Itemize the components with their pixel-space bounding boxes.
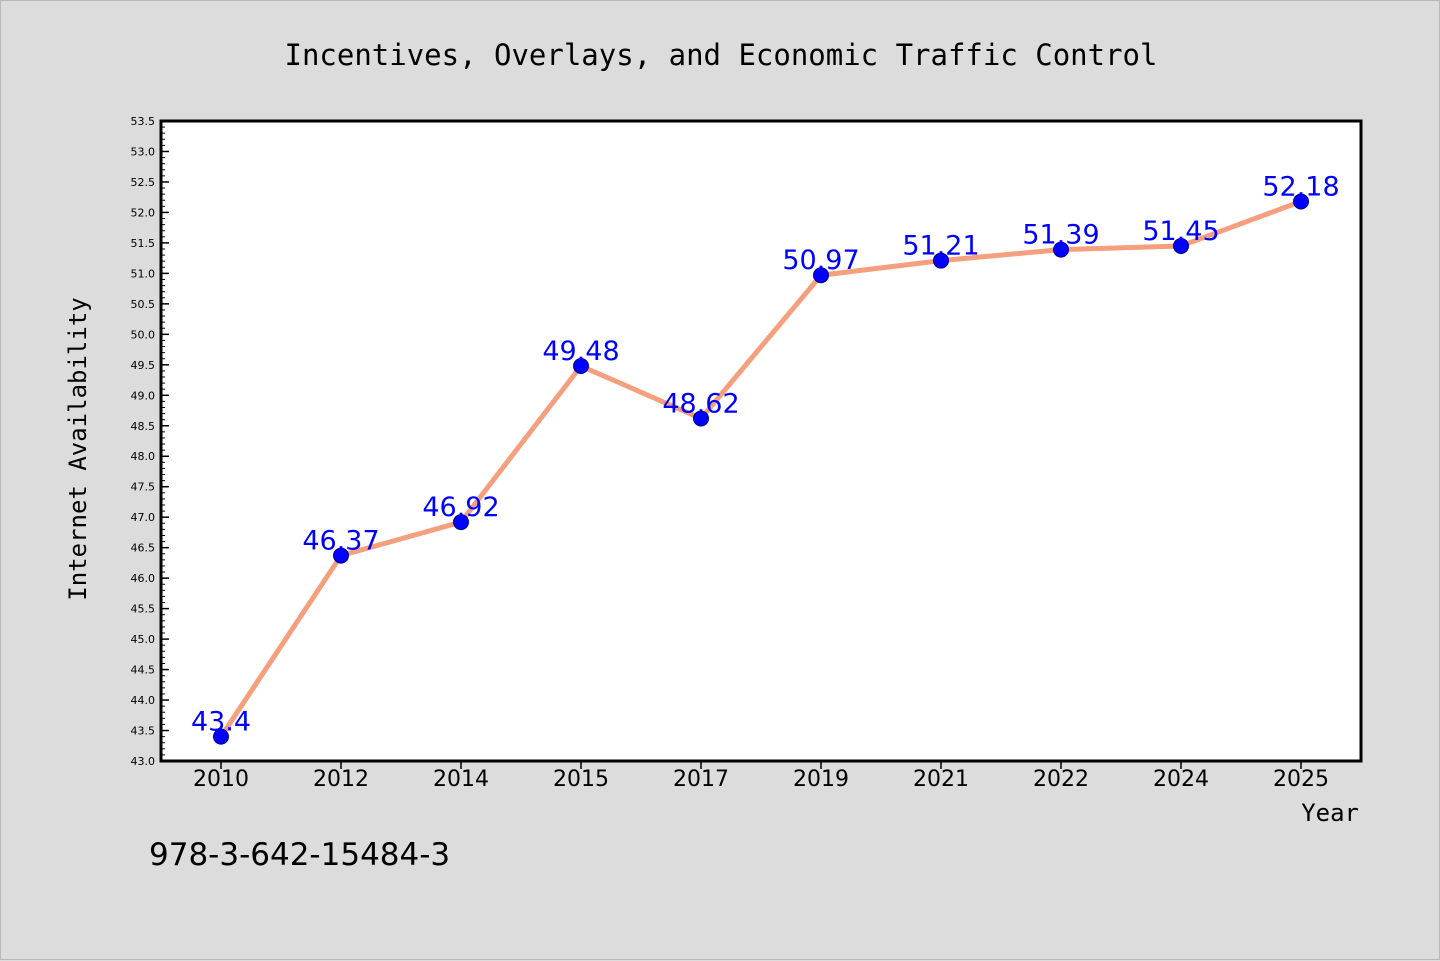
- data-point: [213, 728, 229, 745]
- data-label: 51.21: [902, 231, 979, 262]
- x-tick-label: 2025: [1273, 767, 1329, 792]
- data-point: [573, 358, 589, 375]
- series-group: 43.4 46.37 46.92 49.48 48.62 50.97 51.21 51.39 5…: [191, 171, 1340, 745]
- x-tick-label: 2010: [193, 767, 249, 792]
- x-tick-label: 2017: [673, 767, 729, 792]
- y-tick-label: 43.0: [131, 755, 156, 768]
- data-label: 51.39: [1022, 220, 1099, 251]
- data-point: [933, 252, 949, 269]
- y-tick-label: 52.0: [131, 206, 156, 219]
- y-tick-label: 46.0: [131, 572, 156, 585]
- data-point: [693, 410, 709, 427]
- y-tick-label: 45.5: [131, 603, 156, 616]
- y-tick-label: 53.5: [131, 115, 156, 128]
- data-label: 46.92: [422, 492, 499, 523]
- y-tick-label: 44.5: [131, 664, 156, 677]
- y-tick-label: 51.5: [131, 237, 156, 250]
- y-tick-label: 50.0: [131, 328, 156, 341]
- y-tick-label: 51.0: [131, 267, 156, 280]
- y-tick-label: 48.0: [131, 450, 156, 463]
- data-label: 52.18: [1262, 171, 1339, 202]
- data-label: 43.4: [191, 707, 251, 738]
- y-tick-label: 44.0: [131, 694, 156, 707]
- y-tick-label: 49.5: [131, 359, 156, 372]
- y-tick-label: 50.5: [131, 298, 156, 311]
- x-tick-label: 2022: [1033, 767, 1089, 792]
- data-point: [333, 547, 349, 564]
- data-point: [1173, 237, 1189, 254]
- y-tick-label: 43.5: [131, 725, 156, 738]
- x-tick-label: 2024: [1153, 767, 1209, 792]
- y-tick-label: 49.0: [131, 389, 156, 402]
- y-axis-label: Internet Availability: [64, 297, 92, 600]
- y-tick-label: 46.5: [131, 542, 156, 555]
- data-label: 46.37: [302, 526, 379, 557]
- data-point: [1053, 241, 1069, 258]
- x-axis-label: Year: [1301, 799, 1359, 827]
- x-tick-label: 2014: [433, 767, 489, 792]
- y-axis: 43.0 43.5 44.0 44.5 45.0 45.5 46.0 46.5 47.0 47.5…: [131, 115, 169, 768]
- data-point: [813, 267, 829, 284]
- data-point: [1293, 193, 1309, 210]
- data-label: 49.48: [542, 336, 619, 367]
- x-axis: 2010 2012 2014 2015 2017 2019 2021 2022 2024 2025: [193, 761, 1329, 792]
- isbn-text: 978-3-642-15484-3: [149, 837, 450, 873]
- data-label: 50.97: [782, 245, 859, 276]
- x-tick-label: 2021: [913, 767, 969, 792]
- y-tick-label: 47.0: [131, 511, 156, 524]
- y-tick-label: 45.0: [131, 633, 156, 646]
- data-label: 48.62: [662, 388, 739, 419]
- plot-area: [159, 119, 1363, 763]
- y-tick-label: 47.5: [131, 481, 156, 494]
- x-tick-label: 2015: [553, 767, 609, 792]
- chart-title: Incentives, Overlays, and Economic Traff…: [285, 38, 1158, 72]
- x-tick-label: 2019: [793, 767, 849, 792]
- data-label: 51.45: [1142, 216, 1219, 247]
- data-point: [453, 514, 469, 531]
- x-tick-label: 2012: [313, 767, 369, 792]
- y-tick-label: 48.5: [131, 420, 156, 433]
- y-tick-label: 53.0: [131, 145, 156, 158]
- series-line: [218, 198, 1304, 740]
- y-tick-label: 52.5: [131, 176, 156, 189]
